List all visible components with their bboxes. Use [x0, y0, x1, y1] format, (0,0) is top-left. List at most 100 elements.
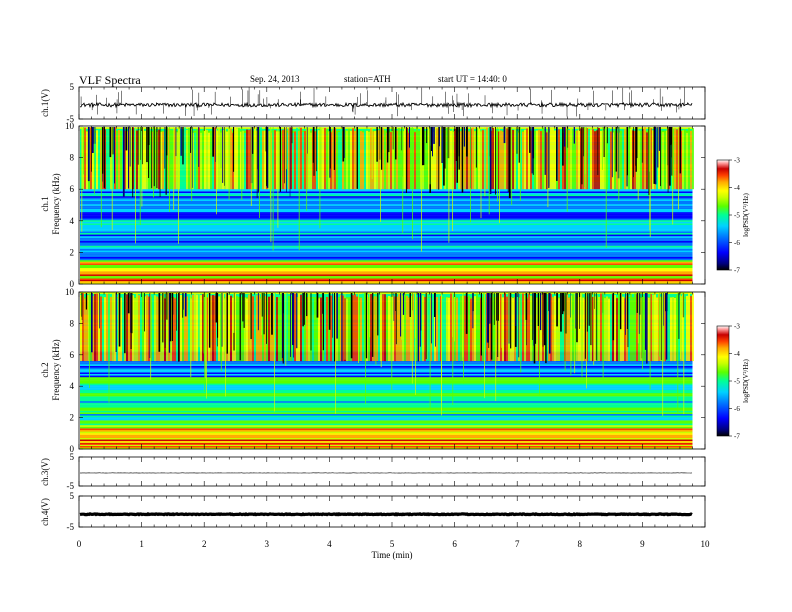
ch1-spectrogram-texture	[682, 130, 684, 190]
ch2-spectrogram-texture	[330, 295, 332, 362]
ch1-spectrogram-texture	[188, 127, 190, 190]
ch2-spectrogram-dropout	[678, 293, 680, 339]
ch1-spectrogram-texture	[482, 130, 484, 190]
ch1-spectrogram-texture	[252, 131, 254, 190]
ch1-spectrogram-band	[80, 228, 693, 230]
ch1-spectrogram-texture	[208, 132, 210, 190]
ch1-colorbar-tick-label: -4	[734, 184, 740, 192]
ch2-spectrogram-dropout	[304, 293, 305, 325]
ch2-spectrogram-texture	[504, 293, 506, 362]
ch1-spectrogram-band	[80, 260, 693, 262]
ch1-spectrogram-texture	[662, 132, 664, 190]
ch2-spectrogram-dropout	[496, 293, 498, 321]
ch1-spectrogram-texture	[340, 130, 342, 190]
ch1-spectrogram-texture	[524, 129, 526, 190]
ch2-spectrogram-band	[80, 394, 693, 397]
ch1-spectrogram-texture	[684, 129, 686, 190]
ch2-spectrogram-texture	[498, 293, 500, 361]
ch2-spectrogram-texture	[378, 293, 380, 362]
ch2-spectrogram-texture	[562, 298, 564, 362]
ch1-spectrogram-texture	[276, 131, 278, 190]
ch2-spectrogram-sferic	[249, 293, 251, 349]
ch2-spectrogram-band	[80, 295, 693, 298]
ch2-spectrogram-texture	[224, 298, 226, 361]
ch2-spectrogram-texture	[454, 295, 456, 362]
ch1-spectrogram-texture	[550, 128, 552, 190]
ch2-spectrogram-texture	[258, 294, 260, 361]
ch1-spectrogram-texture	[294, 131, 296, 190]
ch1-spectrogram-texture	[336, 131, 338, 190]
ch1-spectrogram-texture	[106, 129, 108, 190]
ch2-spectrogram-texture	[396, 296, 398, 362]
ch1-spectrogram-texture	[206, 129, 208, 190]
ch1-spectrogram-dropout	[516, 127, 518, 154]
ch2-spectrogram-sferic	[539, 293, 540, 396]
ch1-waveform-ytick-label: -5	[67, 114, 75, 124]
ch2-spectrogram-texture	[244, 297, 246, 362]
ch1-spectrogram-band	[80, 208, 693, 211]
ch2-spectrogram-dropout	[282, 293, 284, 364]
ch1-spectrogram-texture	[432, 132, 434, 190]
ch2-spectrogram-dropout	[498, 293, 499, 321]
ch1-spectrogram-texture	[608, 128, 610, 190]
ch1-spectrogram-texture	[184, 127, 186, 190]
ch1-spectrogram-band	[80, 204, 693, 206]
ch2-spectrogram-texture	[432, 294, 434, 362]
ch2-spectrogram-band	[80, 399, 693, 402]
ch1-spectrogram-texture	[112, 131, 114, 190]
ch2-spectrogram-texture	[448, 297, 450, 362]
ch1-spectrogram-texture	[304, 130, 306, 190]
ch1-spectrogram-band	[80, 221, 693, 224]
ch1-spectrogram-band	[80, 210, 693, 213]
ch1-spectrogram-texture	[678, 127, 680, 190]
ch2-spectrogram-texture	[290, 295, 292, 362]
ch2-spectrogram-band	[80, 381, 693, 384]
ch2-spectrogram-dropout	[472, 293, 474, 329]
ch1-spectrogram-texture	[616, 132, 618, 190]
ch1-spectrogram-texture	[240, 131, 242, 190]
ch2-spectrogram-dropout	[176, 293, 177, 331]
ch1-spectrogram-dropout	[432, 127, 434, 157]
ch1-spectrogram-band	[80, 220, 693, 222]
ch2-spectrogram-texture	[128, 298, 130, 361]
ch2-spectrogram-sferic	[663, 293, 665, 362]
ch2-spectrogram-sferic	[484, 293, 485, 344]
ch1-spectrogram-texture	[632, 130, 634, 190]
ch1-spectrogram-band	[80, 223, 693, 225]
ch1-spectrogram-dropout	[679, 127, 682, 174]
ch2-spectrogram-dropout	[292, 293, 294, 345]
ch2-spectrogram-dropout	[525, 293, 528, 320]
ch1-spectrogram-texture	[84, 127, 86, 190]
ch2-spectrogram-dropout	[419, 293, 421, 347]
ch2-spectrogram-texture	[144, 296, 146, 362]
ch2-spectrogram-dropout	[263, 293, 265, 335]
ch1-spectrogram-dropout	[438, 127, 440, 147]
ch1-spectrogram-narrowband	[80, 263, 693, 265]
ch2-spectrogram-texture	[228, 294, 230, 362]
ch2-spectrogram-texture	[306, 297, 308, 362]
ch2-spectrogram-texture	[274, 293, 276, 362]
ch1-spectrogram-texture	[80, 129, 82, 190]
ch2-spectrogram-texture	[182, 295, 184, 362]
ch2-spectrogram-texture	[154, 295, 156, 362]
ch2-spectrogram-dropout	[166, 293, 168, 320]
ch1-spectrogram-dropout	[430, 127, 433, 151]
ch1-spectrogram-texture	[82, 128, 84, 190]
ch1-spectrogram-band	[80, 266, 693, 269]
ch1-spectrogram-dropout	[132, 127, 134, 198]
ch1-spectrogram-sferic	[269, 127, 271, 198]
ch1-spectrogram-dropout	[164, 127, 166, 169]
ch1-spectrogram-band	[80, 196, 693, 198]
ch1-spectrogram-dropout	[224, 127, 225, 186]
ch2-spectrogram-texture	[444, 297, 446, 362]
ch1-spectrogram-texture	[318, 130, 320, 190]
ch1-spectrogram-texture	[302, 132, 304, 190]
ch1-spectrogram-texture	[210, 132, 212, 190]
ch1-spectrogram-dropout	[562, 127, 564, 166]
ch2-spectrogram-band	[80, 389, 693, 392]
ch2-spectrogram-texture	[594, 296, 596, 362]
ch1-spectrogram-texture	[692, 128, 694, 190]
ch2-spectrogram-texture	[568, 297, 570, 362]
ch2-spectrogram-texture	[392, 295, 394, 362]
ch1-spectrogram-texture	[158, 129, 160, 190]
